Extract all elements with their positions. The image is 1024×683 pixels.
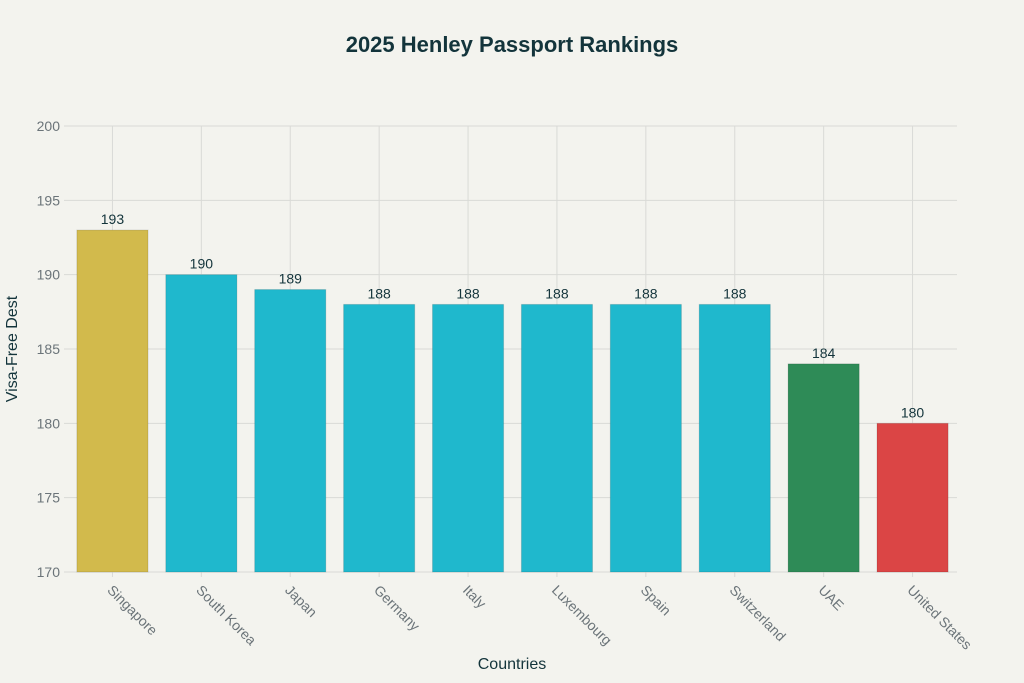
data-label: 180 xyxy=(901,404,925,420)
bar-italy xyxy=(431,303,505,573)
data-label: 184 xyxy=(812,345,836,361)
y-tick-label: 180 xyxy=(37,415,61,431)
data-label: 190 xyxy=(190,256,214,272)
x-tick-label: Luxembourg xyxy=(549,582,615,648)
bar-south-korea xyxy=(165,274,238,573)
bar-japan xyxy=(254,289,327,573)
x-axis-label: Countries xyxy=(478,656,546,673)
data-label: 188 xyxy=(723,285,747,301)
x-tick-label: Switzerland xyxy=(727,582,789,644)
x-tick-label: Singapore xyxy=(104,582,161,639)
data-label: 188 xyxy=(545,285,569,301)
x-tick-label: South Korea xyxy=(193,582,260,649)
y-tick-label: 195 xyxy=(37,192,61,208)
x-tick-label: United States xyxy=(904,582,975,653)
data-label: 188 xyxy=(456,285,480,301)
data-label: 193 xyxy=(101,211,125,227)
bar-united-states xyxy=(876,422,949,573)
bar-switzerland xyxy=(698,303,771,573)
x-tick-label: Spain xyxy=(638,582,675,619)
data-label: 189 xyxy=(279,271,303,287)
bar-singapore xyxy=(76,229,149,573)
y-axis-label: Visa-Free Dest xyxy=(4,295,21,402)
chart-title: 2025 Henley Passport Rankings xyxy=(346,32,679,57)
x-tick-label: Italy xyxy=(460,582,489,611)
x-tick-label: Japan xyxy=(282,582,320,620)
y-tick-label: 170 xyxy=(37,564,61,580)
bar-spain xyxy=(609,303,682,573)
data-label: 188 xyxy=(367,285,391,301)
x-tick-label: UAE xyxy=(816,582,848,614)
x-tick-label: Germany xyxy=(371,582,423,634)
y-tick-label: 200 xyxy=(37,118,61,134)
bar-uae xyxy=(787,363,860,573)
y-tick-label: 175 xyxy=(37,490,61,506)
y-tick-label: 185 xyxy=(37,341,61,357)
bar-germany xyxy=(343,303,416,573)
data-label: 188 xyxy=(634,285,658,301)
bar-luxembourg xyxy=(520,303,594,573)
y-tick-label: 190 xyxy=(37,267,61,283)
